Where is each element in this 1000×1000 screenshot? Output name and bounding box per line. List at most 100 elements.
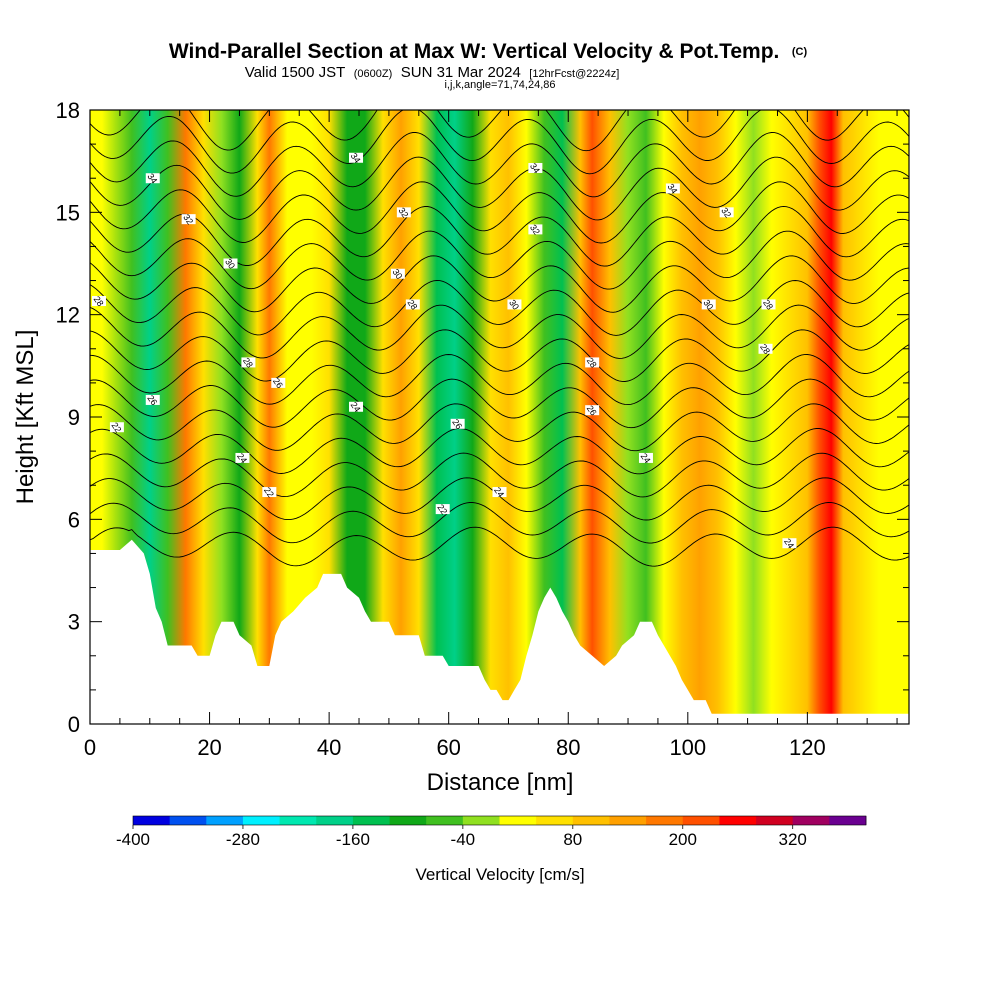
colorbar-label-2: -160 (336, 830, 370, 849)
contour-label-28: 28 (758, 342, 773, 356)
contour-label-11: 34 (349, 151, 364, 165)
contour-label-19: 34 (528, 161, 543, 175)
contour-label-18: 30 (507, 298, 522, 312)
svg-text:30: 30 (390, 267, 404, 281)
isentrope-12 (90, 230, 909, 290)
title-mark: (C) (792, 46, 808, 58)
y-tick-label-1: 3 (68, 610, 80, 635)
contour-label-2: 26 (145, 393, 160, 407)
colorbar-label-3: -40 (451, 830, 476, 849)
colorbar-title: Vertical Velocity [cm/s] (415, 865, 584, 884)
contour-label-5: 30 (223, 257, 238, 271)
svg-text:34: 34 (665, 182, 679, 196)
contour-label-1: 28 (92, 294, 106, 308)
contour-label-0: 22 (110, 421, 124, 434)
colorbar-label-4: 80 (563, 830, 582, 849)
isentrope-14 (90, 181, 909, 244)
colorbar-swatch-1 (169, 816, 207, 825)
colorbar-swatch-6 (352, 816, 390, 825)
contour-label-22: 26 (585, 403, 600, 417)
svg-text:30: 30 (507, 298, 521, 312)
x-tick-label-0: 0 (84, 735, 96, 760)
y-tick-label-5: 15 (56, 200, 80, 225)
colorbar-swatch-0 (133, 816, 171, 825)
svg-text:Wind-Parallel Section at Max W: Wind-Parallel Section at Max W: Vertical… (169, 40, 808, 63)
y-tick-label-2: 6 (68, 507, 80, 532)
contour-label-13: 30 (390, 267, 405, 281)
isentrope-18 (90, 110, 909, 152)
isentrope-15 (90, 156, 909, 221)
svg-text:22: 22 (435, 502, 449, 516)
colorbar-swatch-19 (829, 816, 867, 825)
svg-text:32: 32 (719, 206, 733, 220)
contour-label-7: 24 (235, 451, 250, 465)
isentrope-3 (90, 452, 909, 498)
svg-text:30: 30 (701, 298, 715, 312)
contour-label-17: 24 (492, 485, 507, 499)
contour-label-4: 32 (181, 212, 196, 226)
contour-label-21: 28 (585, 356, 600, 370)
chart-title: Wind-Parallel Section at Max W: Vertical… (169, 40, 780, 63)
x-tick-label-2: 40 (317, 735, 341, 760)
contour-label-27: 28 (761, 298, 776, 312)
isentrope-4 (90, 428, 909, 475)
plot-area: 22 28 26 34 32 30 28 24 22 26 24 34 32 30 28 26 22 24 30 34… (90, 110, 909, 724)
contour-label-12: 32 (396, 206, 411, 220)
axis-ticks: 0 20 40 60 80 100 120 0 3 6 9 12 15 18 (56, 98, 909, 760)
colorbar-swatch-3 (242, 816, 280, 825)
terrain-mask (90, 539, 909, 724)
svg-text:26: 26 (585, 403, 599, 417)
svg-text:26: 26 (145, 393, 159, 407)
colorbar-label-0: -400 (116, 830, 150, 849)
isentrope-13 (90, 205, 909, 267)
colorbar-swatch-17 (756, 816, 794, 825)
contour-label-6: 28 (241, 356, 256, 370)
y-tick-label-4: 12 (56, 303, 80, 328)
isentrope-16 (90, 132, 909, 198)
svg-text:24: 24 (235, 451, 249, 465)
svg-text:34: 34 (145, 172, 159, 186)
x-axis-title: Distance [nm] (427, 769, 574, 796)
colorbar-swatch-10 (499, 816, 537, 825)
isentrope-10 (90, 280, 909, 336)
contour-label-3: 34 (145, 172, 160, 186)
x-tick-label-6: 120 (789, 735, 826, 760)
svg-text:24: 24 (639, 451, 653, 465)
colorbar-swatch-18 (792, 816, 830, 825)
x-tick-label-1: 20 (197, 735, 221, 760)
contour-label-15: 26 (450, 417, 465, 431)
colorbar-swatch-11 (536, 816, 574, 825)
svg-text:32: 32 (528, 223, 542, 237)
svg-text:26: 26 (450, 417, 464, 431)
valid-time: Valid 1500 JST (245, 64, 346, 81)
colorbar-swatch-12 (572, 816, 610, 825)
contour-label-25: 32 (719, 206, 734, 220)
contour-label-26: 30 (701, 298, 716, 312)
contour-labels: 22 28 26 34 32 30 28 24 22 26 24 34 32 30 28 26 22 24 30 34… (92, 151, 797, 550)
contour-label-24: 34 (665, 182, 680, 196)
svg-text:Valid 1500 JST (0600Z): Valid 1500 JST (0600Z) SUN 31 Mar 2024 [… (245, 64, 620, 81)
y-tick-label-6: 18 (56, 98, 80, 123)
velocity-field (90, 110, 909, 724)
y-tick-label-0: 0 (68, 712, 80, 737)
contour-label-9: 26 (271, 376, 286, 390)
colorbar: -400 -280 -160 -40 80 200 320 (116, 815, 867, 849)
colorbar-swatch-2 (206, 816, 244, 825)
colorbar-swatch-8 (426, 816, 464, 825)
svg-text:34: 34 (349, 151, 363, 165)
colorbar-swatch-9 (462, 816, 500, 825)
svg-text:22: 22 (262, 485, 276, 499)
svg-text:28: 28 (761, 298, 775, 312)
isentrope-11 (90, 255, 909, 313)
svg-text:32: 32 (181, 212, 195, 226)
x-tick-label-3: 60 (436, 735, 460, 760)
svg-text:24: 24 (492, 485, 506, 499)
valid-date: SUN 31 Mar 2024 (401, 64, 521, 81)
svg-text:28: 28 (585, 356, 599, 370)
y-axis-title: Height [Kft MSL] (12, 330, 39, 505)
svg-text:28: 28 (92, 294, 106, 308)
isentrope-7 (90, 354, 909, 406)
colorbar-swatch-15 (682, 816, 720, 825)
x-tick-label-4: 80 (556, 735, 580, 760)
